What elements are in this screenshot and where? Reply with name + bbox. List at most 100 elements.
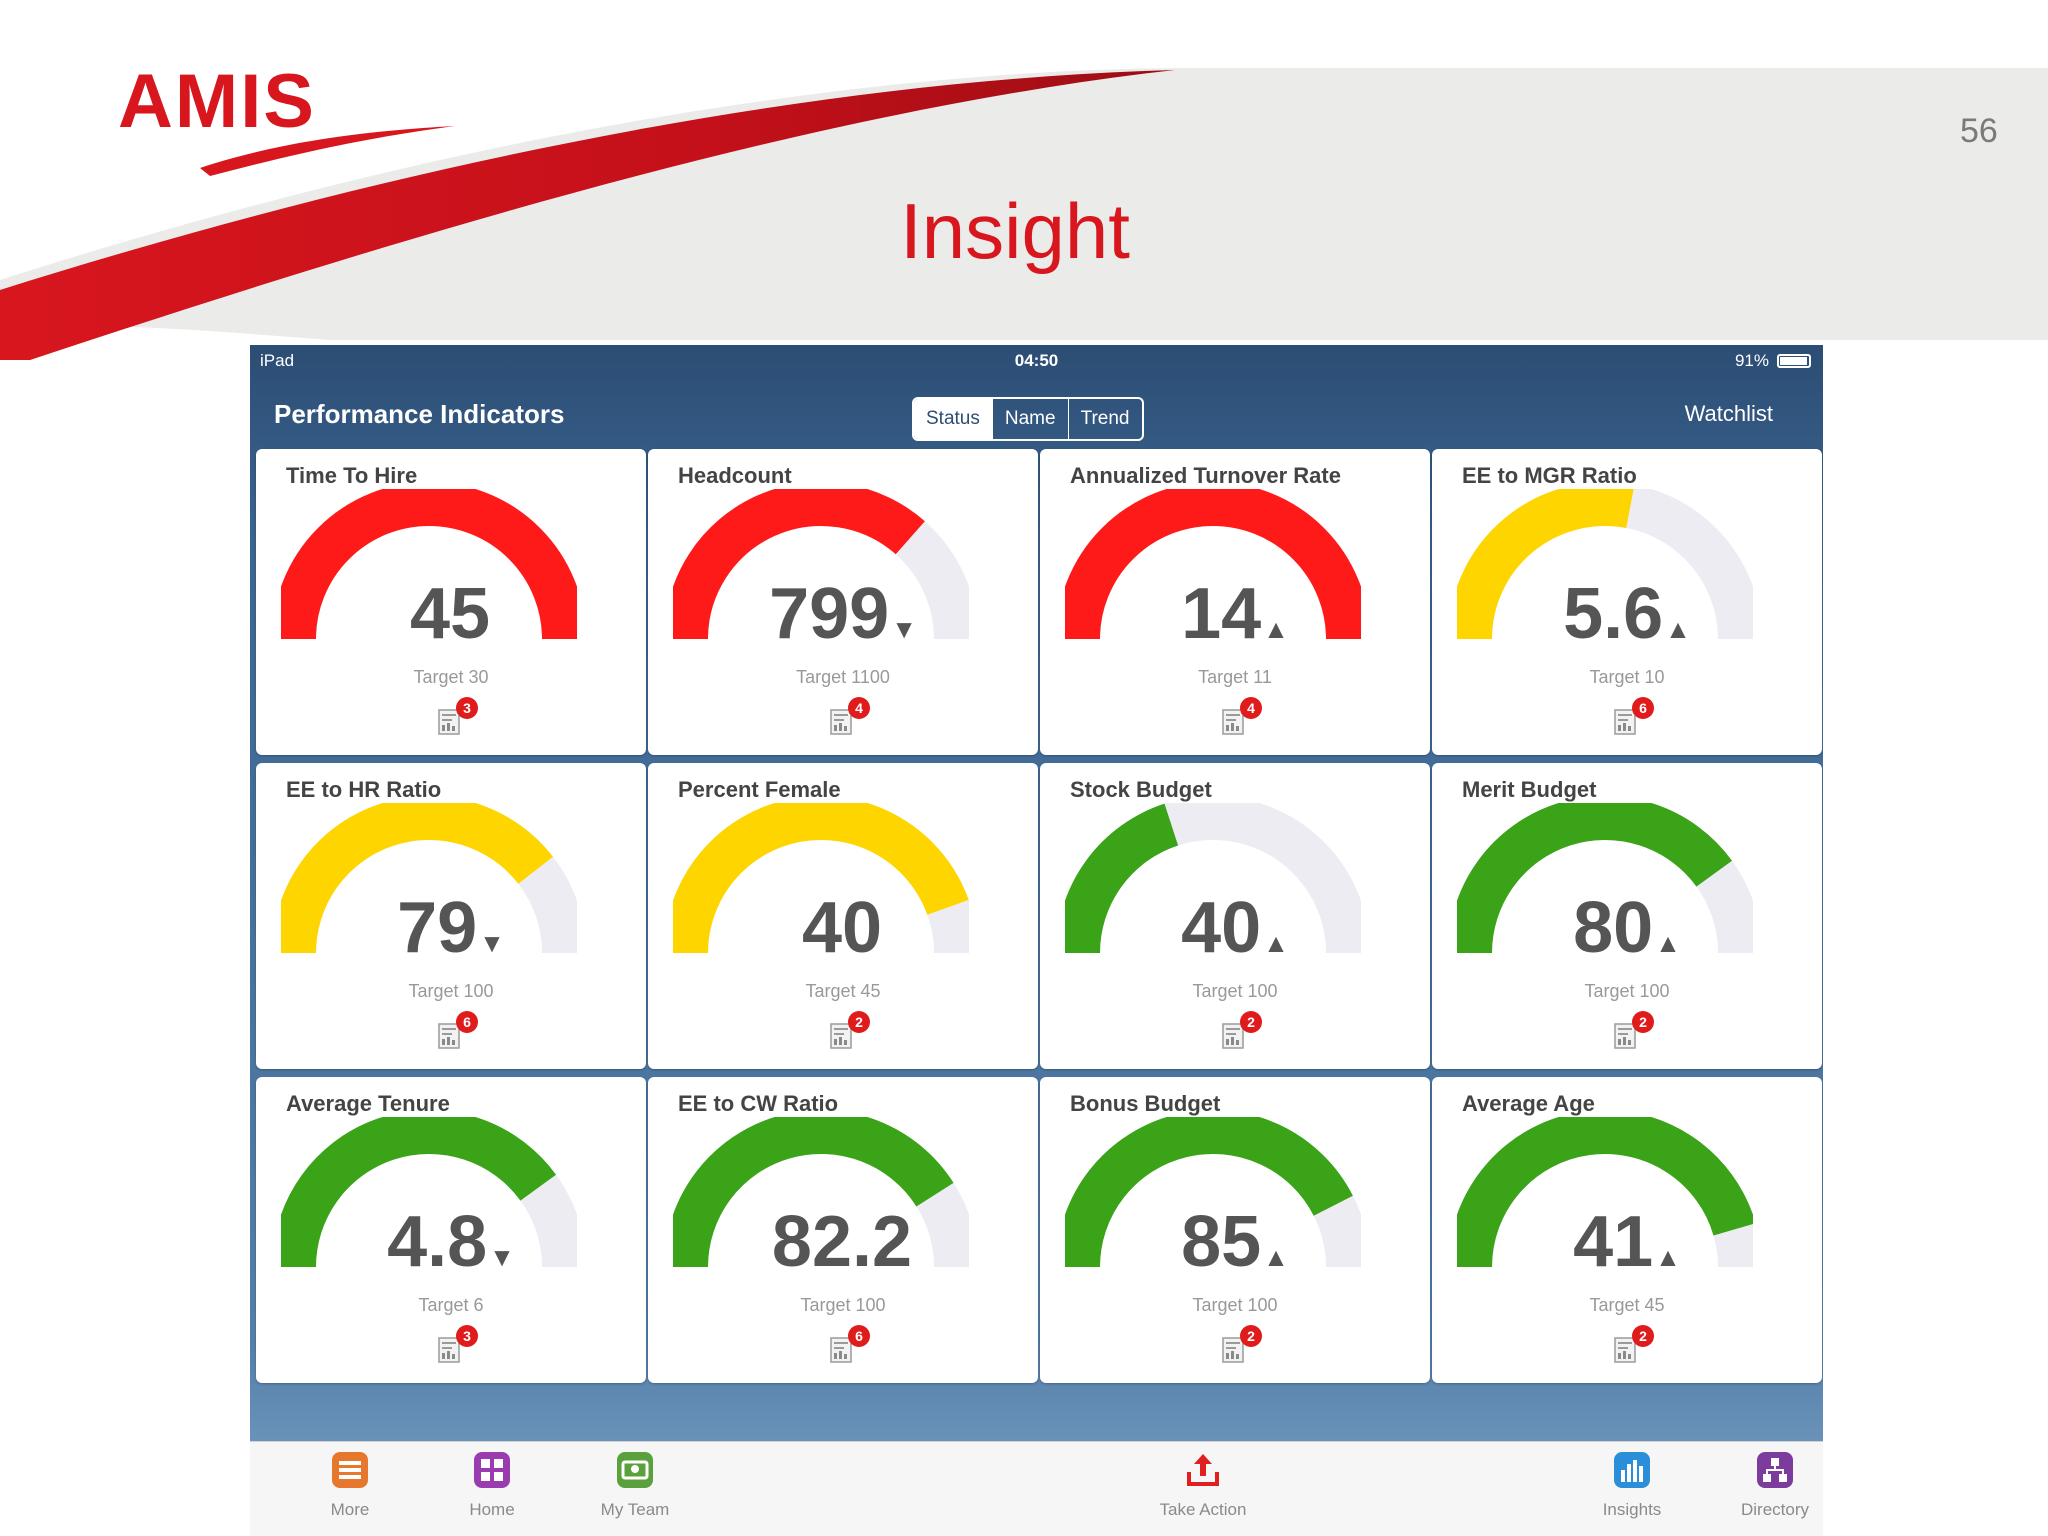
trend-arrow-icon: ▲: [1263, 1242, 1289, 1272]
nav-bar: Performance Indicators Status Name Trend…: [250, 377, 1823, 449]
report-icon[interactable]: [438, 1023, 460, 1049]
kpi-gauge: [673, 1117, 969, 1268]
kpi-value: 14▲: [1040, 573, 1430, 655]
gauge-fill: [1065, 1117, 1353, 1268]
device-label: iPad: [260, 351, 295, 370]
kpi-tile[interactable]: Merit Budget 80▲ Target 100 2: [1432, 763, 1822, 1069]
tab-take-action[interactable]: Take Action: [1143, 1450, 1263, 1520]
kpi-value: 85▲: [1040, 1201, 1430, 1283]
kpi-value: 5.6▲: [1432, 573, 1822, 655]
kpi-target: Target 1100: [796, 667, 890, 687]
kpi-value-number: 41: [1573, 1202, 1654, 1282]
kpi-gauge: [281, 1117, 577, 1268]
kpi-tile[interactable]: Average Tenure 4.8▼ Target 6 3: [256, 1077, 646, 1383]
watchlist-button[interactable]: Watchlist: [1684, 401, 1773, 426]
kpi-tile[interactable]: Average Age 41▲ Target 45 2: [1432, 1077, 1822, 1383]
gauge-fill: [1457, 1117, 1753, 1268]
trend-arrow-icon: ▲: [1655, 928, 1681, 958]
report-icon[interactable]: [1614, 1337, 1636, 1363]
kpi-value: 82.2: [648, 1201, 1038, 1283]
kpi-value-number: 40: [1181, 888, 1262, 968]
tab-bar: More Home My Team Take Action Insights D…: [250, 1441, 1823, 1536]
kpi-value: 40: [648, 887, 1038, 969]
kpi-tile[interactable]: Annualized Turnover Rate 14▲ Target 11 4: [1040, 449, 1430, 755]
kpi-gauge: [1457, 489, 1753, 640]
kpi-tile[interactable]: Time To Hire 45 Target 30 3: [256, 449, 646, 755]
trend-arrow-icon: ▼: [891, 614, 917, 644]
kpi-tile[interactable]: Percent Female 40 Target 45 2: [648, 763, 1038, 1069]
report-icon[interactable]: [1614, 709, 1636, 735]
tab-label: Home: [469, 1500, 515, 1519]
kpi-tile[interactable]: Stock Budget 40▲ Target 100 2: [1040, 763, 1430, 1069]
tab-my-team[interactable]: My Team: [575, 1450, 695, 1520]
segment-name[interactable]: Name: [991, 399, 1068, 439]
kpi-value-number: 5.6: [1563, 574, 1664, 654]
kpi-gauge: [1457, 803, 1753, 954]
kpi-title: EE to MGR Ratio: [1462, 463, 1637, 488]
kpi-title: Headcount: [678, 463, 792, 488]
alert-count-badge: 3: [456, 1325, 478, 1347]
kpi-value-number: 4.8: [387, 1202, 488, 1282]
kpi-title: Time To Hire: [286, 463, 418, 488]
tab-label: Directory: [1740, 1500, 1809, 1519]
kpi-tile[interactable]: Headcount 799▼ Target 1100 4: [648, 449, 1038, 755]
home-grid-icon: [472, 1450, 512, 1490]
kpi-title: EE to CW Ratio: [678, 1091, 839, 1116]
report-icon[interactable]: [438, 709, 460, 735]
page-number: 56: [1960, 112, 1998, 150]
kpi-value-number: 85: [1181, 1202, 1262, 1282]
kpi-target: Target 100: [1192, 1295, 1278, 1315]
report-icon[interactable]: [1222, 1337, 1244, 1363]
kpi-title: Average Tenure: [286, 1091, 450, 1116]
tab-home[interactable]: Home: [432, 1450, 552, 1520]
segment-trend[interactable]: Trend: [1067, 399, 1142, 439]
alert-count-badge: 6: [1632, 697, 1654, 719]
kpi-value: 4.8▼: [256, 1201, 646, 1283]
report-icon[interactable]: [830, 1023, 852, 1049]
gauge-fill: [1457, 489, 1634, 640]
alert-count-badge: 6: [456, 1011, 478, 1033]
alert-count-badge: 4: [1240, 697, 1262, 719]
trend-arrow-icon: ▲: [1263, 928, 1289, 958]
more-icon: [330, 1450, 370, 1490]
kpi-value-number: 45: [409, 574, 491, 654]
kpi-tile[interactable]: EE to MGR Ratio 5.6▲ Target 10 6: [1432, 449, 1822, 755]
status-time: 04:50: [1014, 351, 1059, 370]
report-icon[interactable]: [830, 709, 852, 735]
kpi-target: Target 11: [1198, 667, 1272, 687]
kpi-target: Target 45: [1589, 1295, 1665, 1315]
report-icon[interactable]: [438, 1337, 460, 1363]
tab-label: More: [330, 1500, 370, 1519]
battery-icon: [1777, 354, 1811, 368]
trend-arrow-icon: ▼: [489, 1242, 515, 1272]
tab-label: My Team: [600, 1500, 670, 1519]
ipad-screen: iPad 04:50 91% Performance Indicators St…: [250, 345, 1823, 1536]
trend-arrow-icon: ▲: [1263, 614, 1289, 644]
segment-status[interactable]: Status: [914, 399, 992, 439]
tab-more[interactable]: More: [290, 1450, 410, 1520]
kpi-value: 799▼: [648, 573, 1038, 655]
kpi-target: Target 100: [408, 981, 494, 1001]
kpi-tile[interactable]: EE to CW Ratio 82.2 Target 100 6: [648, 1077, 1038, 1383]
report-icon[interactable]: [1614, 1023, 1636, 1049]
report-icon[interactable]: [1222, 1023, 1244, 1049]
gauge-fill: [1065, 489, 1361, 640]
kpi-value-number: 82.2: [771, 1202, 913, 1282]
kpi-gauge: [1065, 489, 1361, 640]
kpi-gauge: [281, 489, 577, 640]
kpi-title: Annualized Turnover Rate: [1070, 463, 1341, 488]
view-segmented-control: Status Name Trend: [912, 397, 1144, 441]
report-icon[interactable]: [830, 1337, 852, 1363]
tab-directory[interactable]: Directory: [1715, 1450, 1823, 1520]
tab-label: Insights: [1602, 1500, 1662, 1519]
kpi-title: Percent Female: [678, 777, 841, 802]
kpi-title: Stock Budget: [1070, 777, 1212, 802]
report-icon[interactable]: [1222, 709, 1244, 735]
kpi-value-number: 80: [1573, 888, 1654, 968]
kpi-tile[interactable]: Bonus Budget 85▲ Target 100 2: [1040, 1077, 1430, 1383]
kpi-tile[interactable]: EE to HR Ratio 79▼ Target 100 6: [256, 763, 646, 1069]
kpi-target: Target 45: [805, 981, 881, 1001]
slide-header-band: [0, 68, 2048, 360]
tab-insights[interactable]: Insights: [1572, 1450, 1692, 1520]
kpi-title: Bonus Budget: [1070, 1091, 1221, 1116]
